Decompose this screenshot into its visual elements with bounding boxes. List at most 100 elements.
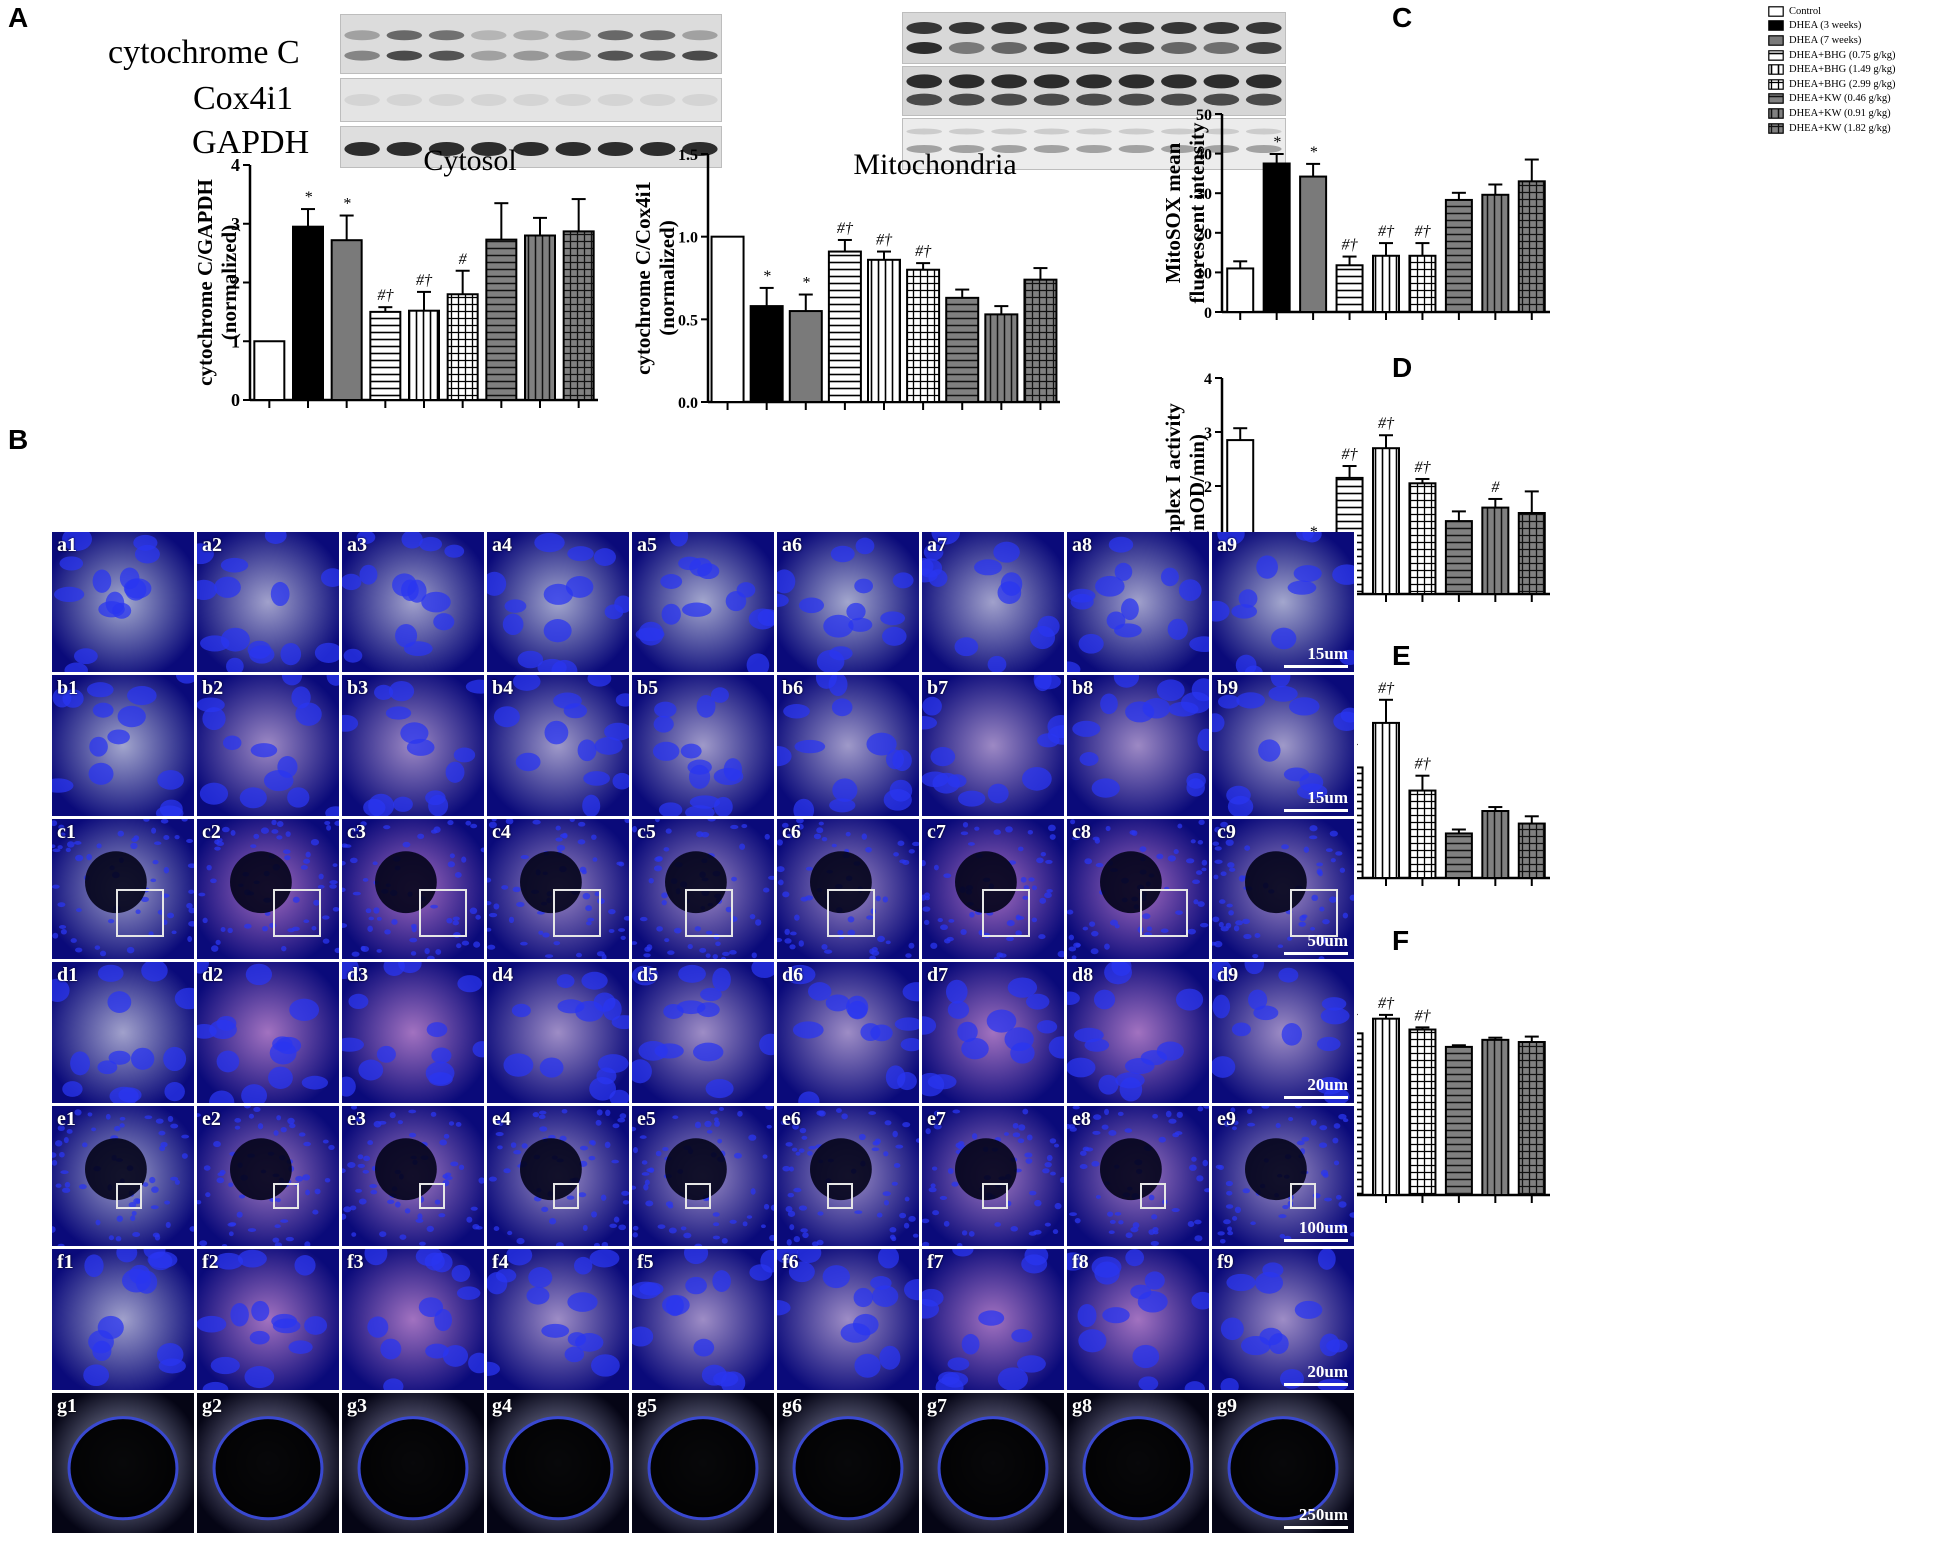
bar — [749, 305, 784, 403]
legend-label: DHEA+KW (0.91 g/kg) — [1789, 107, 1891, 119]
y-tick-label: 0.5 — [678, 312, 698, 329]
micrograph-label: a3 — [347, 534, 367, 556]
zoom-box — [1289, 1182, 1316, 1209]
scale-bar: 250um — [1284, 1505, 1348, 1529]
blot-strip-cytosol-gapdh — [340, 126, 722, 168]
significance-label: # — [459, 251, 468, 268]
micrograph-a1: a1 — [52, 532, 194, 673]
scale-bar: 15um — [1284, 644, 1348, 669]
zoom-box — [418, 1182, 445, 1209]
micrograph-b2: b2 — [197, 675, 339, 816]
scale-bar-line — [1284, 1095, 1348, 1099]
bar — [292, 225, 324, 401]
y-tick-label: 4 — [231, 155, 240, 175]
zoom-box — [685, 1182, 712, 1209]
significance-label: #† — [1378, 223, 1395, 240]
micrograph-f9: f9 20um — [1212, 1249, 1354, 1390]
zoom-box — [981, 889, 1030, 938]
bar — [1444, 520, 1473, 595]
scale-bar-label: 100um — [1298, 1218, 1348, 1238]
micrograph-f6: f6 — [777, 1249, 919, 1390]
significance-label: * — [1309, 144, 1317, 161]
legend-item: DHEA+KW (1.82 g/kg) — [1768, 121, 1948, 136]
micrograph-a9: a9 15um — [1212, 532, 1354, 673]
micrograph-label: g5 — [637, 1394, 657, 1417]
micrograph-c8: c8 — [1067, 818, 1209, 960]
micrograph-f3: f3 — [342, 1249, 484, 1390]
micrograph-label: b1 — [57, 677, 79, 700]
legend-label: DHEA (3 weeks) — [1789, 20, 1862, 32]
legend-item: DHEA (3 weeks) — [1768, 19, 1948, 34]
panel-label-b: B — [8, 424, 29, 455]
micrograph-c2: c2 — [197, 818, 339, 960]
micrograph-label: e2 — [202, 1107, 221, 1130]
micrograph-d7: d7 — [922, 962, 1064, 1103]
bar — [1408, 254, 1437, 314]
legend-swatch — [1768, 64, 1784, 75]
micrograph-label: a7 — [927, 534, 947, 556]
micrograph-e8: e8 — [1067, 1105, 1209, 1247]
significance-label: #† — [1378, 995, 1395, 1012]
legend-item: DHEA+BHG (2.99 g/kg) — [1768, 77, 1948, 92]
significance-label: #† — [1414, 756, 1431, 773]
micrograph-label: c3 — [347, 820, 366, 843]
zoom-box — [827, 1182, 854, 1209]
zoom-box — [552, 889, 601, 938]
micrograph-a5: a5 — [632, 532, 774, 673]
scale-bar-label: 50um — [1307, 931, 1348, 951]
micrograph-g6: g6 — [777, 1392, 919, 1533]
micrograph-label: f1 — [57, 1251, 74, 1274]
micrograph-label: b3 — [347, 677, 369, 700]
bar — [1444, 832, 1473, 880]
blot-bands — [344, 30, 718, 61]
zoom-box — [418, 889, 467, 938]
significance-label: #† — [837, 220, 854, 237]
micrograph-e3: e3 — [342, 1105, 484, 1247]
micrograph-c7: c7 — [922, 818, 1064, 960]
micrograph-label: a9 — [1217, 534, 1237, 556]
significance-label: #† — [1342, 446, 1359, 463]
significance-label: #† — [1378, 680, 1395, 697]
micrograph-label: e3 — [347, 1107, 366, 1130]
bar — [906, 268, 941, 403]
micrograph-d5: d5 — [632, 962, 774, 1103]
scale-bar-line — [1284, 1239, 1348, 1243]
scale-bar-label: 15um — [1307, 787, 1348, 807]
y-tick-label: 20 — [1196, 226, 1212, 243]
micrograph-label: a1 — [57, 534, 77, 556]
micrograph-label: d1 — [57, 964, 79, 987]
bar — [1481, 1038, 1510, 1196]
micrograph-label: f6 — [782, 1251, 799, 1274]
scale-bar-label: 15um — [1307, 644, 1348, 664]
bar — [1299, 175, 1328, 313]
legend-swatch — [1768, 108, 1784, 119]
legend-swatch — [1768, 20, 1784, 32]
y-tick-label: 2 — [1204, 479, 1212, 496]
scale-bar: 20um — [1284, 1075, 1348, 1099]
micrograph-label: a2 — [202, 534, 222, 556]
micrograph-c1: c1 — [52, 818, 194, 960]
y-tick-label: 4 — [1204, 371, 1212, 388]
panel-label-a: A — [8, 2, 29, 33]
zoom-box — [685, 889, 734, 938]
bar — [1335, 264, 1364, 314]
significance-label: * — [1273, 134, 1281, 151]
y-tick-label: 30 — [1196, 186, 1212, 203]
micrograph-e2: e2 — [197, 1105, 339, 1247]
chart-a-mito: 0.0 0.5 1.0 1.5 cytochrome C/Cox4i1(normaliz… — [631, 147, 1060, 412]
bar — [1023, 278, 1058, 403]
micrograph-b9: b9 15um — [1212, 675, 1354, 816]
blot-bands — [906, 128, 1282, 153]
scale-bar: 20um — [1284, 1362, 1348, 1386]
y-tick-label: 1.5 — [678, 147, 698, 164]
bar — [562, 230, 595, 401]
panel-label-e: E — [1392, 640, 1411, 671]
chart-title: Cytosol — [423, 144, 516, 177]
y-tick-label: 40 — [1196, 147, 1212, 164]
micrograph-f8: f8 — [1067, 1249, 1209, 1390]
micrograph-e4: e4 — [487, 1105, 629, 1247]
micrograph-g2: g2 — [197, 1392, 339, 1533]
legend-item: DHEA+BHG (0.75 g/kg) — [1768, 48, 1948, 63]
micrograph-label: d3 — [347, 964, 369, 987]
